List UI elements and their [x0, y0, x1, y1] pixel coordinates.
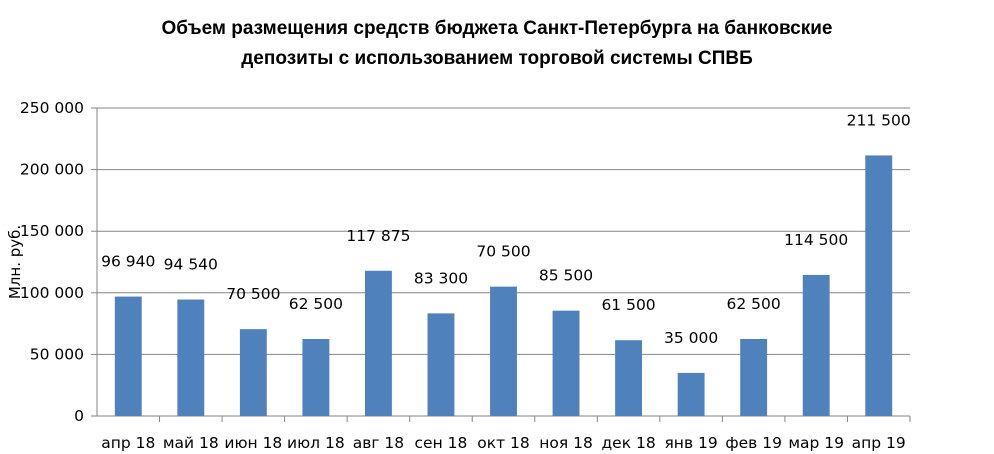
x-tick-label: сен 18 — [415, 434, 468, 452]
bar-data-label: 62 500 — [289, 295, 343, 313]
bar-data-label: 83 300 — [414, 269, 468, 287]
bar — [239, 329, 267, 416]
y-tick-labels: 0 50 000 100 000 150 000 200 000 250 000 — [20, 99, 84, 425]
x-tick-label: июл 18 — [287, 434, 345, 452]
bar — [552, 310, 580, 416]
x-tick-label: дек 18 — [601, 434, 655, 452]
bar — [677, 372, 705, 416]
bar-data-label: 85 500 — [539, 267, 593, 285]
bar-data-label: 96 940 — [101, 253, 155, 271]
chart-title-line-1: Объем размещения средств бюджета Санкт-П… — [162, 18, 833, 39]
y-tick-label: 150 000 — [20, 222, 84, 240]
x-tick-label: фев 19 — [725, 434, 782, 452]
x-tick-label: ноя 18 — [539, 434, 593, 452]
bar-data-label: 61 500 — [601, 296, 655, 314]
bar — [114, 296, 142, 416]
bar — [364, 270, 392, 416]
chart-title-line-2: депозиты с использованием торговой систе… — [241, 48, 753, 69]
y-tick-label: 250 000 — [20, 99, 84, 117]
bar-data-label: 35 000 — [664, 329, 718, 347]
bar — [490, 286, 517, 416]
x-tick-label: авг 18 — [353, 434, 404, 452]
y-axis-label: Млн. руб. — [6, 225, 24, 299]
bar — [615, 340, 643, 416]
bar-data-label: 114 500 — [784, 231, 848, 249]
bar-data-label: 94 540 — [164, 256, 218, 274]
y-tick-label: 100 000 — [20, 284, 84, 302]
bar — [865, 155, 893, 416]
bar-data-label: 62 500 — [727, 295, 781, 313]
gridlines — [97, 107, 910, 355]
data-labels: 96 940 94 540 70 500 62 500 117 875 83 300 70 … — [101, 111, 911, 346]
bar-data-label: 211 500 — [847, 111, 911, 129]
x-tick-label: мар 19 — [788, 434, 844, 452]
x-tick-labels: апр 18 май 18 июн 18 июл 18 авг 18 сен 18 окт … — [101, 434, 906, 452]
bar — [177, 299, 205, 416]
bar-data-label: 70 500 — [226, 285, 280, 303]
x-tick-label: июн 18 — [224, 434, 282, 452]
x-tick-label: окт 18 — [477, 434, 530, 452]
y-tick-label: 50 000 — [30, 345, 84, 363]
bars — [114, 155, 893, 416]
bar — [802, 274, 830, 416]
bar — [427, 313, 455, 416]
y-tick-label: 200 000 — [20, 161, 84, 179]
bar-data-label: 70 500 — [476, 243, 530, 261]
x-tick-label: май 18 — [163, 434, 219, 452]
x-tick-label: апр 19 — [852, 434, 906, 452]
x-tick-label: апр 18 — [101, 434, 155, 452]
bar-data-label: 117 875 — [346, 227, 410, 245]
bar — [740, 339, 768, 416]
y-tick-label: 0 — [74, 407, 84, 425]
x-tick-label: янв 19 — [664, 434, 717, 452]
bar — [302, 339, 330, 416]
